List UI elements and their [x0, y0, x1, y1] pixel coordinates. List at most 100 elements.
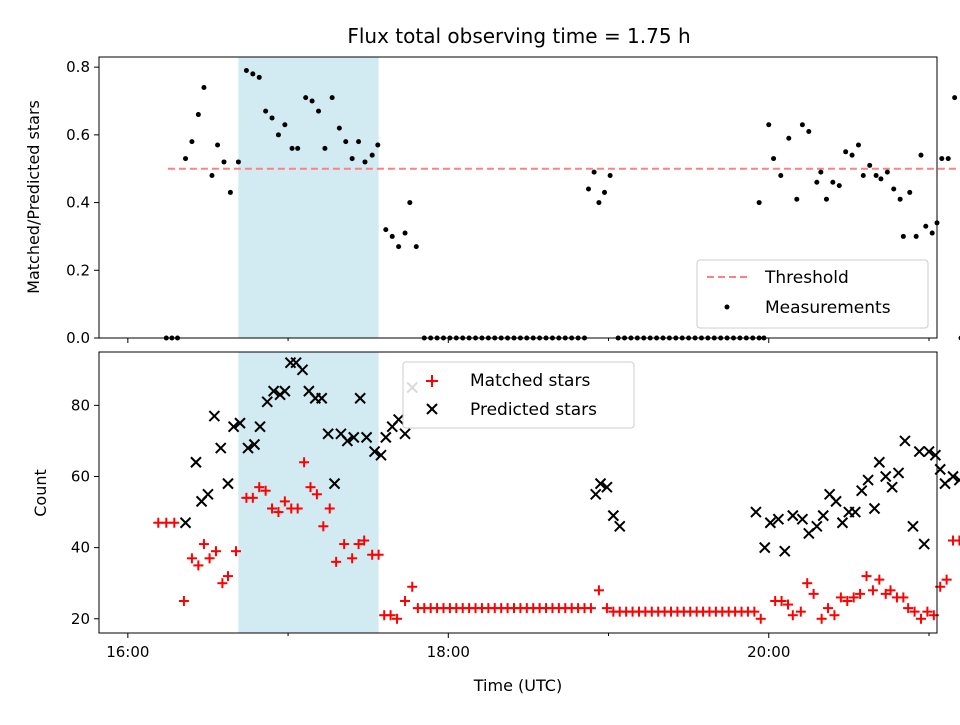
measurement-point	[913, 233, 919, 239]
legend-measurement-label: Measurements	[765, 298, 891, 318]
measurement-point	[343, 139, 349, 145]
measurement-point	[607, 172, 613, 178]
matched-star-point	[842, 595, 853, 606]
predicted-star-point	[215, 442, 227, 454]
matched-star-point	[829, 610, 840, 621]
matched-star-point	[855, 588, 866, 599]
measurement-point	[586, 186, 592, 192]
measurement-point	[282, 122, 288, 128]
measurement-point	[818, 169, 824, 175]
y-tick-label: 20	[71, 610, 90, 628]
matched-star-point	[848, 592, 859, 603]
predicted-star-point	[296, 364, 309, 376]
matched-star-point	[331, 556, 342, 567]
matched-star-point	[347, 553, 358, 564]
matched-star-point	[922, 606, 933, 617]
matched-star-point	[782, 599, 793, 610]
measurement-point	[897, 196, 903, 202]
measurement-point	[907, 189, 913, 195]
matched-star-point	[816, 613, 827, 624]
matched-star-point	[267, 503, 278, 514]
matched-star-point	[193, 560, 204, 571]
chart-title: Flux total observing time = 1.75 h	[347, 24, 690, 48]
predicted-star-point	[759, 541, 771, 554]
matched-star-point	[909, 606, 920, 617]
predicted-star-point	[913, 445, 926, 458]
matched-star-point	[861, 571, 872, 582]
legend-measurement-swatch	[724, 304, 730, 310]
matched-star-point	[305, 482, 316, 493]
measurement-point	[952, 95, 958, 101]
predicted-star-point	[190, 456, 202, 468]
measurement-point	[383, 227, 389, 233]
matched-star-point	[585, 603, 596, 614]
predicted-star-point	[399, 428, 411, 440]
predicted-star-point	[234, 417, 246, 429]
measurement-point	[243, 68, 249, 74]
predicted-star-point	[892, 467, 905, 479]
matched-star-point	[353, 539, 364, 550]
measurement-point	[269, 115, 275, 121]
matched-star-point	[260, 485, 271, 496]
measurement-point	[235, 159, 241, 165]
matched-star-point	[898, 592, 909, 603]
measurement-point	[295, 145, 301, 151]
matched-star-point	[915, 613, 926, 624]
y-tick-label: 0.0	[66, 329, 90, 347]
predicted-star-point	[772, 513, 785, 525]
matched-star-point	[169, 517, 180, 528]
matched-star-point	[795, 606, 806, 617]
top-panel: 0.00.20.40.60.8 Matched/Predicted stars …	[24, 56, 960, 347]
y-tick-label: 0.8	[66, 58, 90, 76]
measurement-point	[413, 244, 419, 250]
measurement-point	[289, 145, 295, 151]
measurement-point	[189, 139, 195, 145]
matched-star-point	[292, 503, 303, 514]
predicted-star-point	[368, 445, 381, 458]
measurement-point	[873, 172, 879, 178]
measurement-point	[250, 71, 256, 77]
measurement-point	[329, 95, 335, 101]
measurement-point	[860, 172, 866, 178]
measurement-point	[309, 98, 315, 104]
predicted-star-point	[923, 445, 935, 458]
predicted-star-point	[817, 509, 829, 522]
predicted-star-point	[607, 509, 620, 522]
legend-matched-label: Matched stars	[470, 371, 590, 391]
measurement-point	[900, 233, 906, 239]
predicted-star-point	[836, 517, 849, 529]
predicted-star-point	[322, 428, 334, 440]
predicted-points	[179, 356, 960, 557]
predicted-star-point	[880, 470, 892, 483]
matched-star-point	[755, 613, 766, 624]
measurement-point	[929, 230, 935, 236]
predicted-star-point	[179, 517, 192, 529]
predicted-star-point	[787, 509, 799, 522]
predicted-star-point	[796, 513, 809, 525]
predicted-star-point	[590, 488, 602, 500]
measurement-point	[891, 186, 897, 192]
measurement-point	[830, 179, 836, 185]
matched-star-point	[835, 592, 846, 603]
top-panel-frame	[98, 56, 938, 339]
predicted-star-point	[873, 456, 886, 468]
matched-star-point	[254, 482, 265, 493]
matched-star-point	[373, 549, 384, 560]
legend-predicted-swatch	[426, 403, 438, 415]
predicted-star-point	[341, 435, 354, 447]
predicted-star-point	[316, 392, 328, 404]
matched-star-point	[941, 574, 952, 585]
matched-star-point	[593, 585, 604, 596]
matched-star-point	[867, 585, 878, 596]
measurement-point	[884, 169, 890, 175]
top-legend-box	[696, 259, 929, 329]
predicted-star-point	[348, 431, 360, 444]
measurement-point	[349, 156, 355, 162]
measurement-point	[227, 189, 233, 195]
matched-star-point	[230, 546, 241, 557]
predicted-star-point	[614, 520, 626, 532]
matched-star-point	[247, 492, 258, 503]
legend-predicted-label: Predicted stars	[470, 400, 597, 420]
